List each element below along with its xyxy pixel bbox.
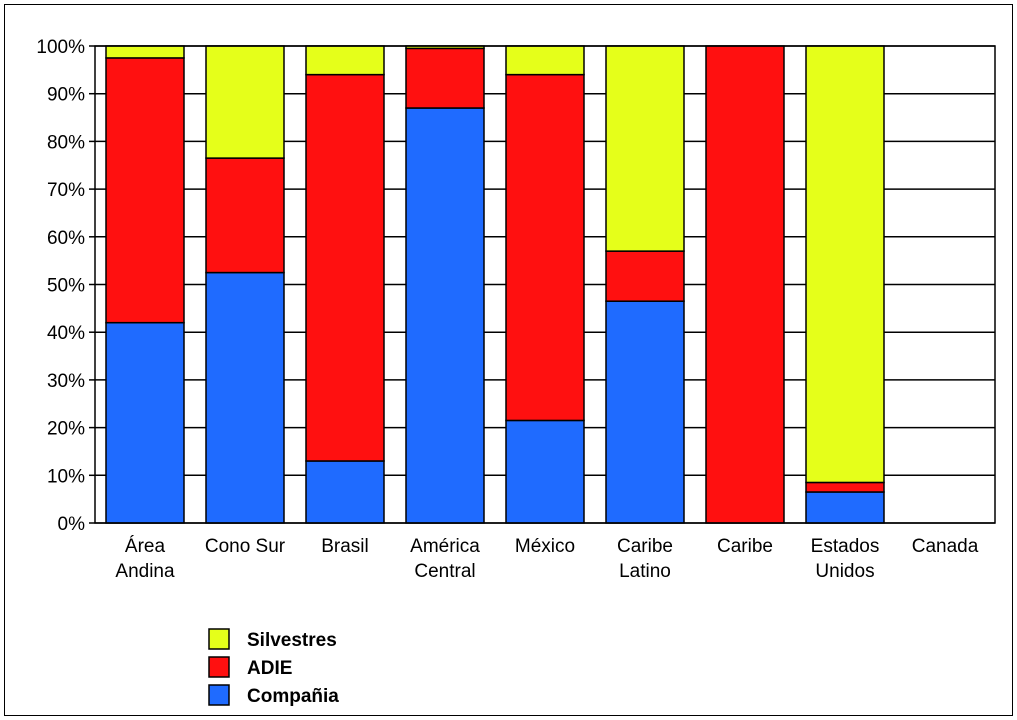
legend-label: Compañia — [247, 686, 339, 707]
y-tick-label: 40% — [47, 323, 85, 344]
bar-segment-compaia — [405, 107, 485, 524]
x-tick-label: México — [515, 536, 575, 557]
y-tick-label: 10% — [47, 466, 85, 487]
y-tick-label: 80% — [47, 132, 85, 153]
bar-segment-compaia — [605, 300, 685, 524]
legend-label: ADIE — [247, 658, 292, 679]
x-tick-labels: Área Andina Cono Sur Brasil América Central Mé… — [115, 536, 978, 582]
x-tick-label: Cono Sur — [205, 536, 286, 557]
x-tick-label: América Central — [410, 536, 480, 582]
y-tick-label: 30% — [47, 371, 85, 392]
y-tick-label: 100% — [36, 37, 85, 58]
legend-label: Silvestres — [247, 630, 337, 651]
bar-segment-silvestres — [805, 45, 885, 484]
x-tick-label: Caribe Latino — [617, 536, 673, 582]
y-tick-label: 60% — [47, 228, 85, 249]
bar-segment-adie — [605, 250, 685, 302]
y-tick-label: 0% — [58, 514, 86, 535]
legend-swatch — [208, 628, 230, 650]
legend-swatch — [208, 656, 230, 678]
legend: Silvestres ADIE Compañia — [208, 628, 339, 707]
bar-segment-compaia — [305, 460, 385, 524]
x-tick-label: Caribe — [717, 536, 773, 557]
bar-segment-adie — [505, 73, 585, 422]
bar-segment-adie — [105, 57, 185, 324]
bar-segment-silvestres — [105, 45, 185, 59]
legend-swatch — [208, 684, 230, 706]
y-tick-label: 20% — [47, 419, 85, 440]
bar-segment-compaia — [505, 419, 585, 524]
bar-segment-compaia — [805, 491, 885, 524]
y-tick-labels: 0% 10% 20% 30% 40% 50% 60% 70% 80% 90% 100% — [36, 37, 85, 535]
bars — [105, 45, 885, 524]
bar-segment-adie — [705, 45, 785, 524]
bar-segment-silvestres — [605, 45, 685, 252]
y-tick-label: 70% — [47, 180, 85, 201]
bar-segment-compaia — [105, 321, 185, 524]
bar-segment-adie — [205, 157, 285, 274]
x-tick-label: Canada — [912, 536, 979, 557]
axes — [89, 45, 996, 524]
x-tick-label: Área Andina — [115, 536, 175, 582]
bar-segment-adie — [805, 481, 885, 493]
x-tick-label: Estados Unidos — [811, 536, 880, 582]
bar-segment-silvestres — [205, 45, 285, 159]
plot-border — [94, 45, 996, 524]
bar-segment-compaia — [205, 271, 285, 524]
bar-segment-adie — [305, 73, 385, 462]
bar-segment-silvestres — [505, 45, 585, 76]
bar-segment-silvestres — [305, 45, 385, 76]
y-tick-label: 90% — [47, 85, 85, 106]
x-tick-label: Brasil — [321, 536, 369, 557]
bar-segment-adie — [405, 47, 485, 109]
y-tick-label: 50% — [47, 276, 85, 297]
